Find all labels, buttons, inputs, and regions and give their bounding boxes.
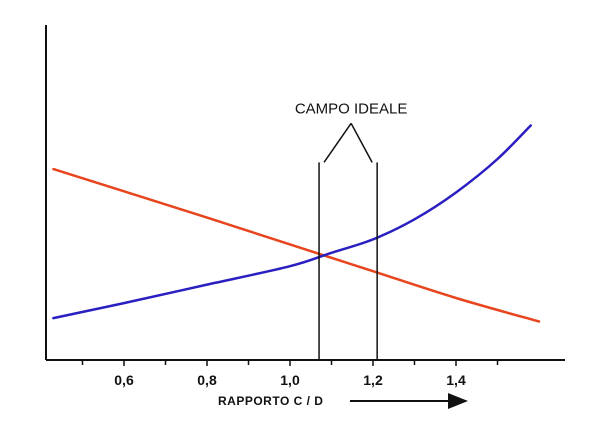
x-ticks: [81, 360, 499, 366]
ideal-range-right-leader: [350, 122, 373, 163]
x-tick-label: 0,8: [197, 372, 217, 388]
ideal-range-label: CAMPO IDEALE: [295, 100, 408, 117]
annotation-layer: CAMPO IDEALE: [295, 100, 408, 360]
series-line-2: [52, 124, 532, 320]
x-tick-label: 1,2: [363, 372, 383, 388]
x-tick-label: 0,6: [114, 372, 134, 388]
x-tick-labels: 0,6 0,8 1,0 1,2 1,4: [114, 372, 466, 388]
series-line-1: [52, 167, 541, 323]
ideal-range-left-leader: [323, 122, 352, 163]
x-axis-title-group: RAPPORTO C / D: [218, 393, 468, 409]
series-layer: [52, 124, 541, 323]
x-tick-label: 1,4: [446, 372, 466, 388]
axes: [45, 25, 565, 361]
x-axis-title: RAPPORTO C / D: [218, 394, 323, 408]
x-tick-label: 1,0: [280, 372, 300, 388]
